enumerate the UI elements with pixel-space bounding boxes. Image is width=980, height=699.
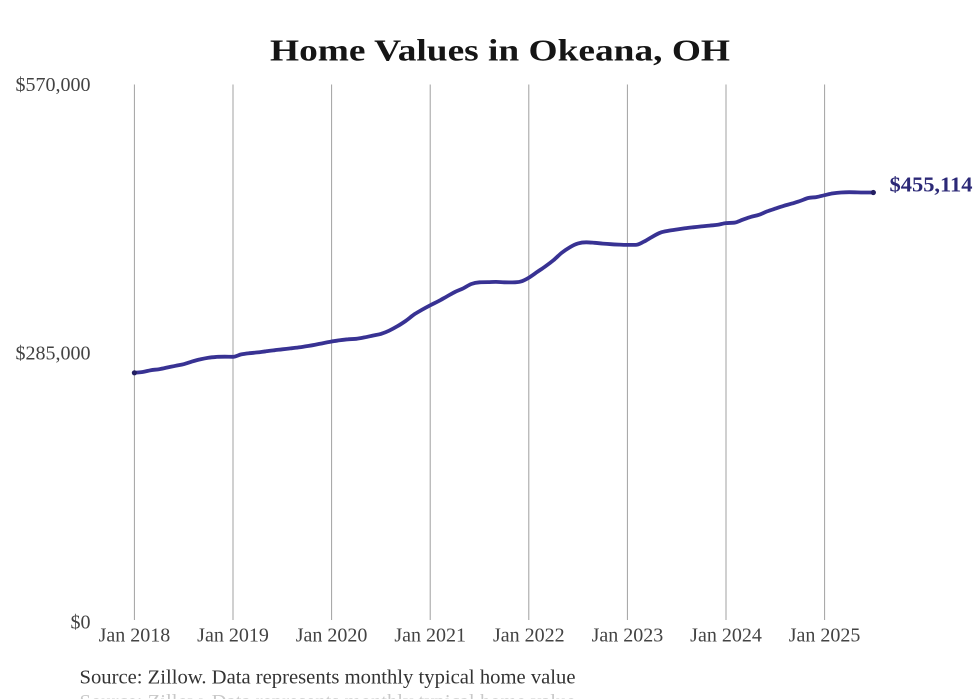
svg-text:Home Values in Okeana, OH: Home Values in Okeana, OH	[270, 33, 730, 68]
svg-text:Jan 2020: Jan 2020	[296, 625, 368, 647]
svg-text:Jan 2019: Jan 2019	[197, 625, 269, 647]
svg-text:Jan 2018: Jan 2018	[99, 625, 171, 647]
svg-text:Jan 2021: Jan 2021	[394, 625, 466, 647]
svg-text:$0: $0	[71, 612, 91, 634]
svg-text:Jan 2025: Jan 2025	[789, 625, 861, 647]
svg-text:Source: Zillow. Data represent: Source: Zillow. Data represents monthly …	[80, 691, 576, 699]
svg-text:Jan 2024: Jan 2024	[690, 625, 762, 647]
svg-text:$285,000: $285,000	[16, 343, 91, 365]
svg-text:Jan 2022: Jan 2022	[493, 625, 565, 647]
svg-text:Source: Zillow. Data represent: Source: Zillow. Data represents monthly …	[80, 667, 576, 689]
svg-text:$570,000: $570,000	[16, 74, 91, 96]
svg-text:$455,114: $455,114	[890, 173, 974, 197]
svg-text:Jan 2023: Jan 2023	[592, 625, 664, 647]
